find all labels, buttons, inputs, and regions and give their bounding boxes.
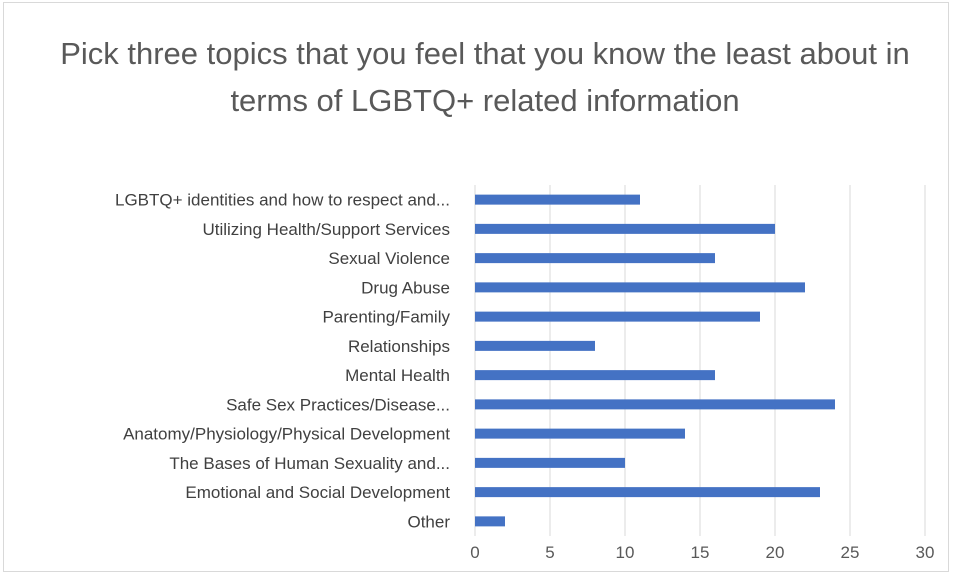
bar xyxy=(475,223,775,234)
bar xyxy=(475,457,625,468)
bar xyxy=(475,340,595,351)
category-label: Anatomy/Physiology/Physical Development xyxy=(123,425,450,444)
grid-lines xyxy=(474,185,926,536)
category-label: Emotional and Social Development xyxy=(185,483,450,502)
bar xyxy=(475,487,820,498)
x-tick-label: 30 xyxy=(916,543,935,562)
category-label: Other xyxy=(407,512,450,531)
category-label: LGBTQ+ identities and how to respect and… xyxy=(115,191,450,210)
x-tick-label: 15 xyxy=(691,543,710,562)
category-label: Drug Abuse xyxy=(361,278,450,297)
category-label: Sexual Violence xyxy=(328,249,450,268)
category-label: The Bases of Human Sexuality and... xyxy=(169,454,450,473)
bars xyxy=(475,194,835,527)
category-label: Safe Sex Practices/Disease... xyxy=(226,395,450,414)
bar xyxy=(475,311,760,322)
category-label: Relationships xyxy=(348,337,450,356)
category-labels: LGBTQ+ identities and how to respect and… xyxy=(115,191,450,532)
x-tick-label: 25 xyxy=(841,543,860,562)
x-tick-label: 0 xyxy=(470,543,479,562)
bar xyxy=(475,194,640,205)
category-label: Utilizing Health/Support Services xyxy=(202,220,450,239)
bar xyxy=(475,428,685,439)
bar xyxy=(475,370,715,381)
x-tick-labels: 0 5 10 15 20 25 30 xyxy=(470,543,934,562)
bar xyxy=(475,253,715,264)
x-tick-label: 10 xyxy=(616,543,635,562)
bar xyxy=(475,282,805,293)
category-label: Parenting/Family xyxy=(322,308,450,327)
chart-title: Pick three topics that you feel that you… xyxy=(60,36,910,118)
bar xyxy=(475,399,835,410)
category-label: Mental Health xyxy=(345,366,450,385)
x-tick-label: 20 xyxy=(766,543,785,562)
x-tick-label: 5 xyxy=(545,543,554,562)
bar xyxy=(475,516,505,527)
